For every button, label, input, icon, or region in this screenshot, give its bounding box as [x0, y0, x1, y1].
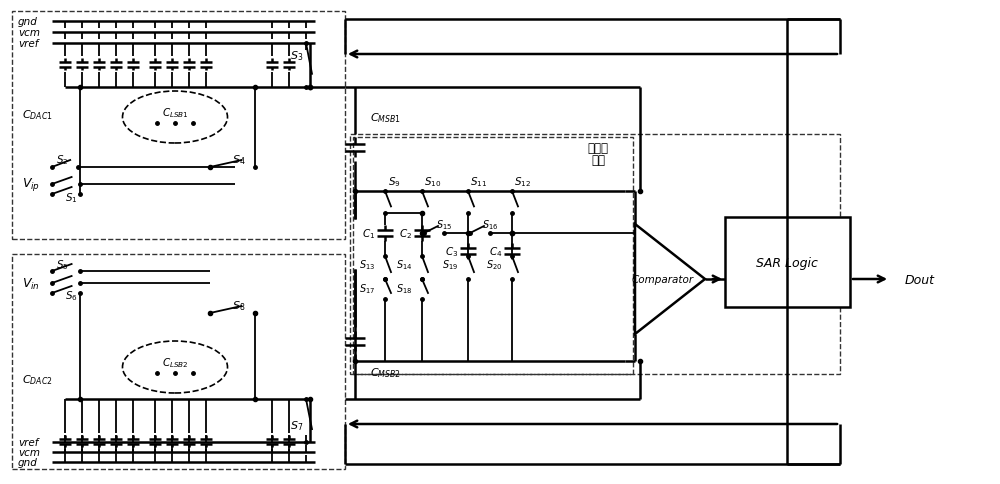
Text: $S_{13}$: $S_{13}$ — [359, 257, 375, 272]
Text: $C_3$: $C_3$ — [445, 244, 458, 258]
Text: $C_{MSB1}$: $C_{MSB1}$ — [370, 111, 401, 125]
Text: $S_{15}$: $S_{15}$ — [436, 218, 452, 231]
Text: vref: vref — [18, 437, 38, 447]
Text: Comparator: Comparator — [632, 274, 694, 285]
Text: gnd: gnd — [18, 17, 38, 27]
Text: $S_9$: $S_9$ — [388, 175, 401, 188]
Text: vcm: vcm — [18, 28, 40, 38]
Text: $V_{in}$: $V_{in}$ — [22, 276, 40, 291]
Text: $C_{MSB2}$: $C_{MSB2}$ — [370, 365, 401, 379]
Text: gnd: gnd — [18, 457, 38, 467]
Text: SAR Logic: SAR Logic — [756, 256, 818, 269]
Text: $C_{LSB1}$: $C_{LSB1}$ — [162, 106, 188, 120]
Text: $S_{16}$: $S_{16}$ — [482, 218, 498, 231]
Text: $S_{14}$: $S_{14}$ — [396, 257, 412, 272]
Text: $S_{19}$: $S_{19}$ — [442, 257, 458, 272]
Text: $S_2$: $S_2$ — [56, 153, 68, 166]
Text: $C_4$: $C_4$ — [489, 244, 502, 258]
Text: 波器: 波器 — [591, 154, 605, 167]
Text: $C_{DAC1}$: $C_{DAC1}$ — [22, 108, 53, 121]
Text: $S_{18}$: $S_{18}$ — [396, 282, 412, 295]
Text: $S_{20}$: $S_{20}$ — [486, 257, 502, 272]
Bar — [725, 217, 850, 307]
Text: $S_4$: $S_4$ — [232, 153, 246, 166]
Text: $S_{11}$: $S_{11}$ — [470, 175, 487, 188]
Text: $S_1$: $S_1$ — [65, 191, 78, 204]
Text: 无源滤: 无源滤 — [588, 141, 608, 154]
Text: Dout: Dout — [905, 273, 935, 286]
Text: $S_3$: $S_3$ — [290, 49, 303, 63]
Text: vref: vref — [18, 39, 38, 49]
Text: $S_{12}$: $S_{12}$ — [514, 175, 531, 188]
Text: $S_8$: $S_8$ — [232, 299, 245, 312]
Text: $C_2$: $C_2$ — [399, 227, 412, 241]
Text: $V_{ip}$: $V_{ip}$ — [22, 176, 40, 193]
Text: $S_7$: $S_7$ — [290, 418, 303, 432]
Text: $C_{DAC2}$: $C_{DAC2}$ — [22, 372, 53, 386]
Text: $C_{LSB2}$: $C_{LSB2}$ — [162, 355, 188, 369]
Text: $C_1$: $C_1$ — [362, 227, 375, 241]
Text: $S_{17}$: $S_{17}$ — [359, 282, 375, 295]
Text: $S_6$: $S_6$ — [65, 288, 78, 302]
Text: $S_5$: $S_5$ — [56, 257, 69, 272]
Text: vcm: vcm — [18, 447, 40, 457]
Text: $S_{10}$: $S_{10}$ — [424, 175, 441, 188]
